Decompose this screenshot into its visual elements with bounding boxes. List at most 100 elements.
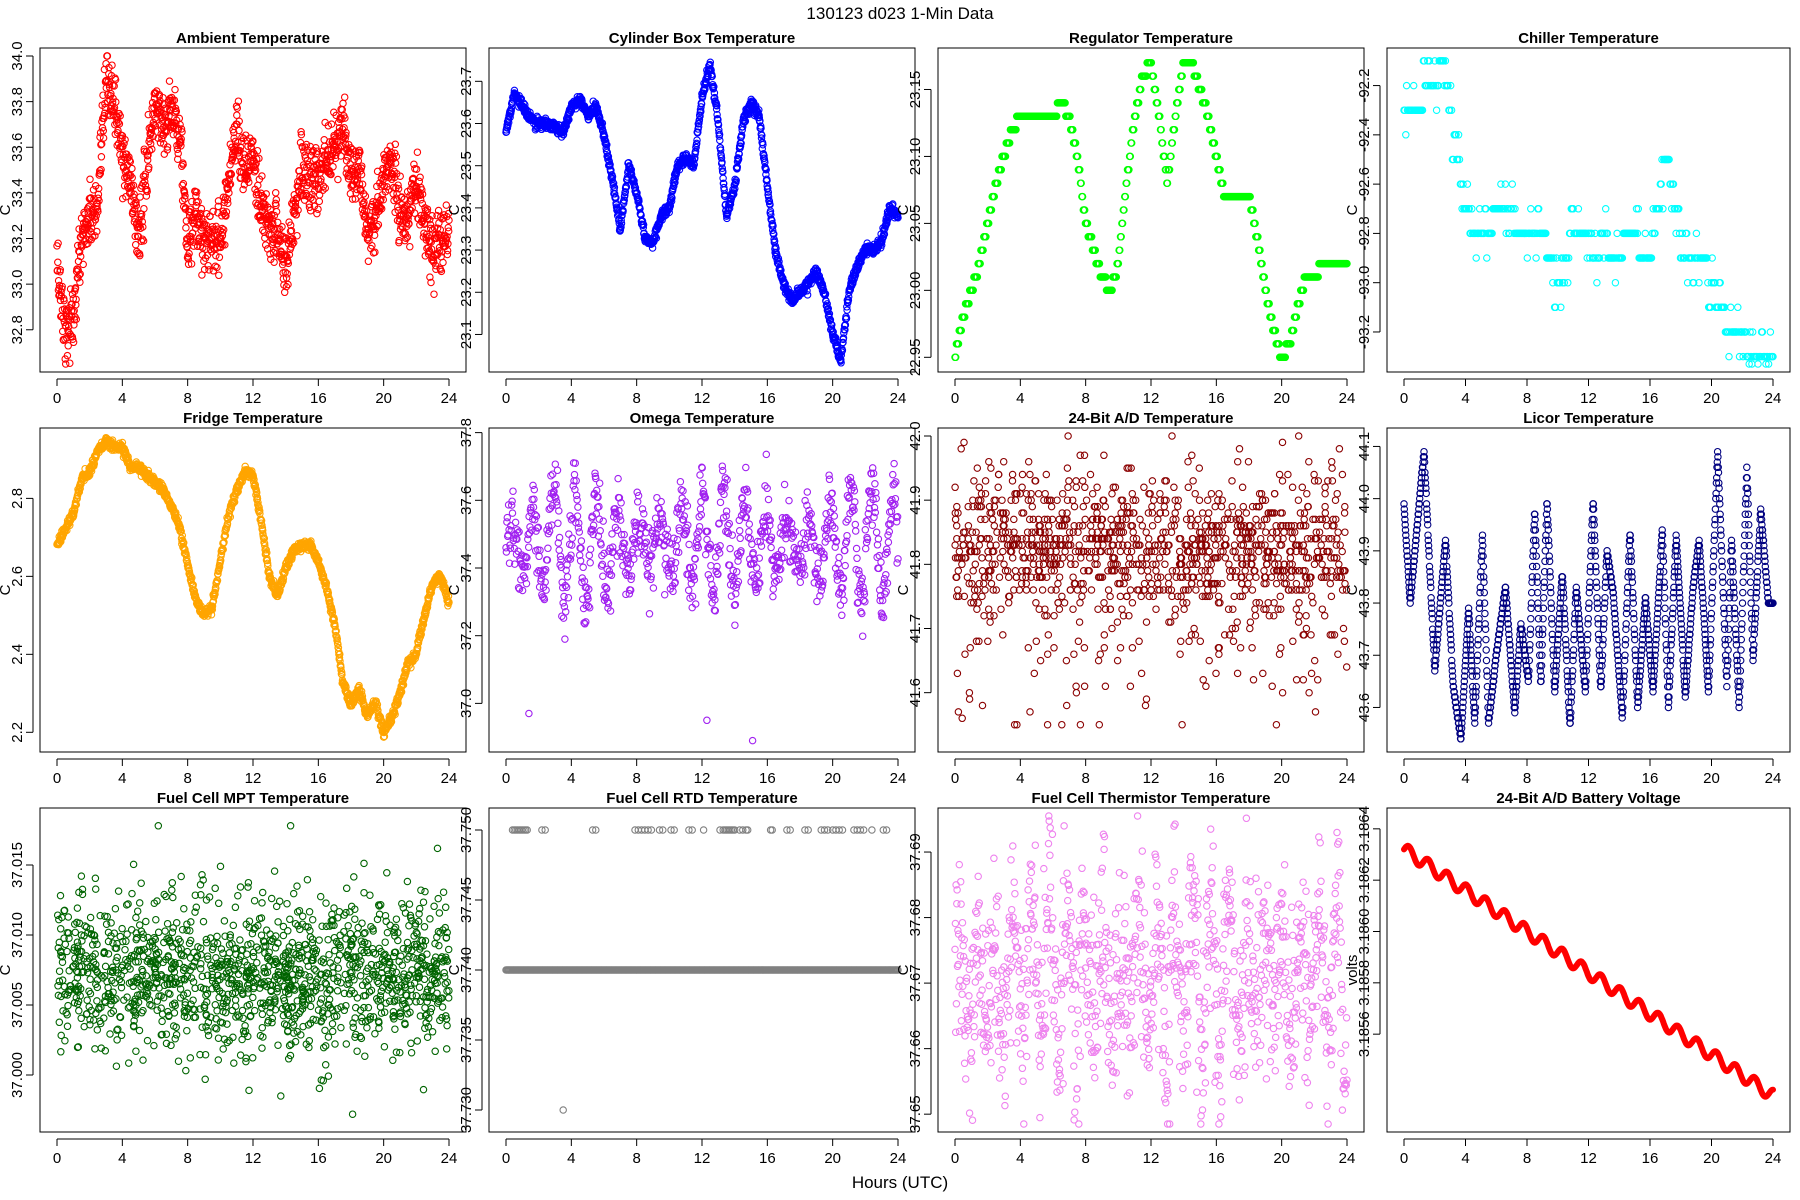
data-point xyxy=(99,91,107,99)
data-point xyxy=(298,173,307,182)
x-tick-label: 4 xyxy=(118,390,126,407)
data-point xyxy=(221,211,229,220)
data-point xyxy=(121,135,129,144)
data-point xyxy=(1601,205,1610,213)
data-point xyxy=(221,241,229,249)
data-point xyxy=(332,111,340,120)
data-point xyxy=(182,224,190,232)
data-point xyxy=(238,133,246,142)
data-point xyxy=(300,147,308,155)
data-point xyxy=(1613,229,1621,238)
data-point xyxy=(60,296,68,305)
data-point xyxy=(319,182,328,190)
data-point xyxy=(87,228,95,236)
y-tick-label: 32.8 xyxy=(9,315,26,344)
data-point xyxy=(170,96,179,104)
data-point xyxy=(114,118,123,127)
data-point xyxy=(204,261,212,270)
data-point xyxy=(215,253,224,262)
x-tick-label: 0 xyxy=(53,390,61,407)
data-point xyxy=(295,167,304,175)
data-point xyxy=(332,148,341,157)
data-point xyxy=(126,157,135,166)
data-point xyxy=(240,154,249,162)
data-point xyxy=(74,266,82,274)
data-point xyxy=(327,170,335,179)
data-point xyxy=(197,214,206,222)
plot-frame xyxy=(1386,47,1791,373)
data-point xyxy=(58,285,66,293)
data-point xyxy=(235,117,243,126)
data-point xyxy=(199,222,207,230)
data-point xyxy=(87,194,95,202)
data-point xyxy=(285,250,294,259)
data-point xyxy=(171,85,179,94)
data-point xyxy=(278,223,286,231)
data-point xyxy=(1692,229,1701,238)
data-point xyxy=(225,189,233,197)
data-point xyxy=(354,156,363,165)
data-point xyxy=(172,107,181,116)
data-point xyxy=(125,156,134,165)
data-point xyxy=(184,260,193,269)
data-point xyxy=(239,185,247,194)
x-tick-label: 0 xyxy=(502,390,510,407)
data-point xyxy=(94,184,103,193)
data-point xyxy=(143,187,151,196)
x-tick-label: 16 xyxy=(759,390,776,407)
x-tick-label: 24 xyxy=(1339,390,1356,407)
data-point xyxy=(262,190,270,198)
data-point xyxy=(93,227,101,236)
data-point xyxy=(269,248,278,257)
figure-title: 130123 d023 1-Min Data xyxy=(806,4,994,23)
data-point xyxy=(105,80,114,89)
data-point xyxy=(270,211,279,220)
x-tick-label: 12 xyxy=(245,390,262,407)
y-tick-label: 33.6 xyxy=(9,133,26,162)
data-point xyxy=(181,195,189,203)
data-point xyxy=(214,202,223,211)
data-point xyxy=(304,146,312,154)
x-tick-label: 16 xyxy=(310,770,327,787)
data-point xyxy=(69,338,78,347)
data-point xyxy=(364,257,373,266)
data-point xyxy=(284,280,292,289)
x-tick-label: 12 xyxy=(1580,390,1597,407)
y-tick-label: 33.2 xyxy=(9,224,26,253)
x-tick-label: 8 xyxy=(183,770,191,787)
data-point xyxy=(218,212,226,220)
data-point xyxy=(156,139,165,147)
x-tick-label: 20 xyxy=(375,770,392,787)
data-point xyxy=(222,212,230,220)
data-point xyxy=(85,202,94,210)
data-point xyxy=(1402,81,1411,90)
data-point xyxy=(1523,254,1532,262)
data-point xyxy=(306,206,315,215)
data-point xyxy=(1532,254,1540,262)
data-point xyxy=(129,181,138,190)
y-axis-label: C xyxy=(1344,204,1361,215)
data-point xyxy=(72,295,80,304)
data-point xyxy=(130,190,138,199)
data-point xyxy=(146,139,155,148)
data-point xyxy=(313,209,321,218)
data-point xyxy=(120,139,128,148)
data-point xyxy=(1463,180,1472,188)
data-point xyxy=(100,114,108,123)
data-point xyxy=(63,351,72,360)
data-point xyxy=(1472,254,1480,262)
data-point xyxy=(132,198,140,207)
data-point xyxy=(197,204,206,213)
data-point xyxy=(143,156,152,164)
data-point xyxy=(234,97,243,105)
y-tick-label: -92.6 xyxy=(1356,167,1373,201)
data-point xyxy=(1501,180,1510,188)
data-point xyxy=(227,170,236,179)
data-point xyxy=(95,197,103,205)
data-point xyxy=(94,207,102,216)
data-point xyxy=(291,207,299,215)
x-tick-label: 8 xyxy=(1523,390,1531,407)
chart-title: Ambient Temperature xyxy=(176,30,330,47)
y-tick-label: 2.2 xyxy=(9,722,26,743)
